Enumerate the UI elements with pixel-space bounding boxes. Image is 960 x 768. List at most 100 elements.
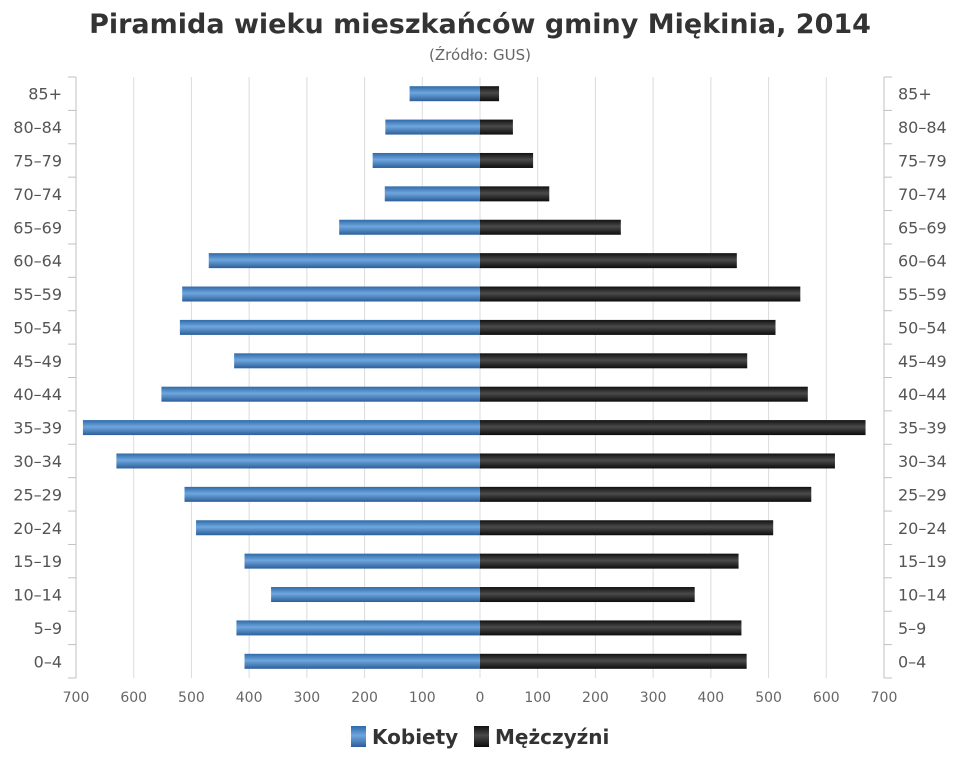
bar-women-30–34[interactable] [116, 453, 481, 469]
x-tick-label: 700 [871, 690, 898, 706]
x-tick-label: 200 [582, 690, 609, 706]
chart-title: Piramida wieku mieszkańców gminy Miękini… [89, 9, 871, 40]
category-label-left: 50–54 [13, 318, 62, 337]
category-label-left: 15–19 [13, 552, 62, 571]
legend-label-men: Mężczyźni [495, 725, 609, 749]
bar-men-50–54[interactable] [480, 319, 776, 335]
bar-women-85+[interactable] [409, 86, 480, 102]
bar-men-10–14[interactable] [480, 587, 695, 603]
x-axis-tick-labels: 700 600 500 400 300 200 100 0 100 200 300 400 500 600… [63, 690, 898, 706]
category-label-right: 30–34 [898, 452, 947, 471]
category-label-right: 0–4 [898, 652, 926, 671]
category-label-right: 5–9 [898, 619, 926, 638]
bar-men-60–64[interactable] [480, 253, 737, 269]
bar-men-55–59[interactable] [480, 286, 801, 302]
legend: Kobiety Mężczyźni [351, 725, 609, 749]
x-tick-label: 400 [697, 690, 724, 706]
category-label-left: 75–79 [13, 151, 62, 170]
legend-swatch-men [474, 726, 489, 747]
bar-women-20–24[interactable] [196, 520, 480, 536]
bar-men-25–29[interactable] [480, 486, 812, 502]
category-label-left: 10–14 [13, 586, 62, 605]
category-label-left: 45–49 [13, 352, 62, 371]
bar-women-65–69[interactable] [339, 219, 480, 235]
category-label-right: 85+ [898, 85, 932, 104]
category-label-right: 75–79 [898, 151, 947, 170]
x-tick-label: 0 [476, 690, 485, 706]
x-tick-label: 100 [409, 690, 436, 706]
x-tick-label: 100 [524, 690, 551, 706]
category-label-left: 60–64 [13, 252, 62, 271]
x-tick-label: 700 [63, 690, 90, 706]
legend-label-women: Kobiety [372, 725, 458, 749]
category-label-right: 50–54 [898, 318, 947, 337]
category-label-right: 35–39 [898, 419, 947, 438]
category-label-left: 85+ [28, 85, 62, 104]
legend-item-women[interactable]: Kobiety [351, 725, 458, 749]
bar-men-45–49[interactable] [480, 353, 748, 369]
bar-men-30–34[interactable] [480, 453, 835, 469]
bar-men-35–39[interactable] [480, 420, 866, 436]
bar-women-5–9[interactable] [236, 620, 480, 636]
category-label-right: 10–14 [898, 586, 947, 605]
bar-men-20–24[interactable] [480, 520, 774, 536]
category-label-right: 70–74 [898, 185, 947, 204]
category-label-right: 40–44 [898, 385, 947, 404]
bar-women-15–19[interactable] [244, 553, 480, 569]
category-label-left: 0–4 [34, 652, 62, 671]
legend-swatch-women [351, 726, 366, 747]
bar-women-70–74[interactable] [384, 186, 480, 202]
bar-women-0–4[interactable] [244, 653, 480, 669]
bar-men-85+[interactable] [480, 86, 500, 102]
x-tick-label: 400 [236, 690, 263, 706]
category-label-left: 5–9 [34, 619, 62, 638]
category-label-left: 25–29 [13, 485, 62, 504]
bar-women-75–79[interactable] [372, 152, 480, 168]
category-label-left: 70–74 [13, 185, 62, 204]
category-label-right: 55–59 [898, 285, 947, 304]
category-label-left: 80–84 [13, 118, 62, 137]
bar-women-55–59[interactable] [182, 286, 481, 302]
bar-women-35–39[interactable] [82, 420, 480, 436]
x-tick-label: 300 [293, 690, 320, 706]
bar-men-70–74[interactable] [480, 186, 550, 202]
axes [68, 76, 892, 679]
bar-women-25–29[interactable] [184, 486, 480, 502]
bar-women-40–44[interactable] [161, 386, 480, 402]
bar-men-0–4[interactable] [480, 653, 747, 669]
category-label-right: 65–69 [898, 218, 947, 237]
category-label-right: 25–29 [898, 485, 947, 504]
bar-women-45–49[interactable] [234, 353, 480, 369]
bar-women-60–64[interactable] [208, 253, 480, 269]
category-label-left: 65–69 [13, 218, 62, 237]
category-label-left: 20–24 [13, 519, 62, 538]
category-labels-right: 85+ 80–84 75–79 70–74 65–69 60–64 55–59 50–54 45… [898, 85, 947, 672]
category-label-right: 20–24 [898, 519, 947, 538]
category-labels-left: 85+ 80–84 75–79 70–74 65–69 60–64 55–59 50–54 45… [13, 85, 62, 672]
grid-lines [133, 77, 827, 678]
bar-women-80–84[interactable] [385, 119, 480, 135]
chart-subtitle: (Źródło: GUS) [429, 45, 531, 64]
category-label-right: 60–64 [898, 252, 947, 271]
bar-men-40–44[interactable] [480, 386, 808, 402]
category-label-right: 45–49 [898, 352, 947, 371]
x-tick-label: 300 [640, 690, 667, 706]
category-label-left: 35–39 [13, 419, 62, 438]
bar-men-5–9[interactable] [480, 620, 742, 636]
x-tick-label: 600 [120, 690, 147, 706]
bar-men-65–69[interactable] [480, 219, 621, 235]
bar-men-75–79[interactable] [480, 152, 534, 168]
x-tick-label: 600 [813, 690, 840, 706]
bar-men-80–84[interactable] [480, 119, 513, 135]
category-label-right: 80–84 [898, 118, 947, 137]
category-label-right: 15–19 [898, 552, 947, 571]
x-tick-label: 500 [755, 690, 782, 706]
legend-item-men[interactable]: Mężczyźni [474, 725, 609, 749]
bars [82, 86, 866, 669]
category-label-left: 30–34 [13, 452, 62, 471]
bar-men-15–19[interactable] [480, 553, 739, 569]
category-label-left: 40–44 [13, 385, 62, 404]
bar-women-50–54[interactable] [179, 319, 480, 335]
bar-women-10–14[interactable] [271, 587, 480, 603]
